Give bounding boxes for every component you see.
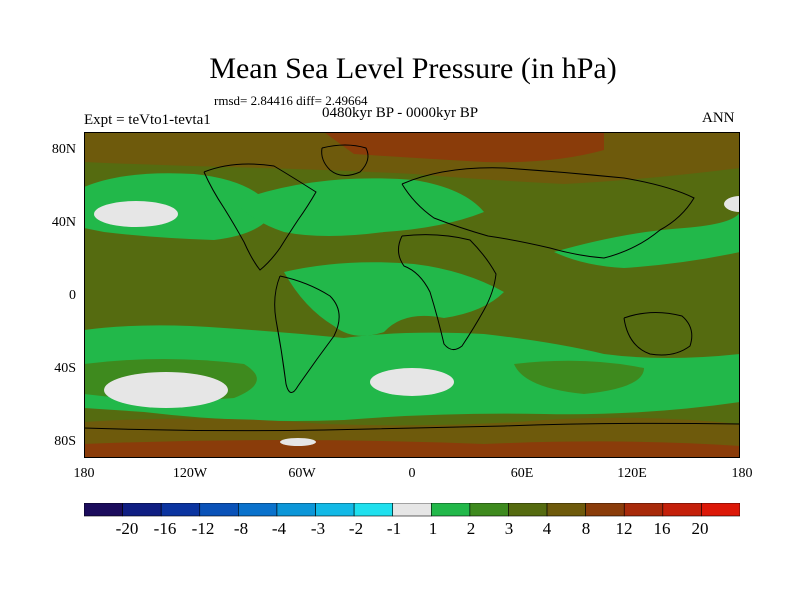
colorbar-label-5: -4	[271, 519, 287, 538]
colorbar-label-10: 2	[466, 519, 476, 538]
colorbar-label-11: 3	[504, 519, 514, 538]
colorbar-label-1: -20	[115, 519, 139, 538]
lat-tick-80s: 80S	[54, 434, 76, 449]
south-pacific-near-zero-patch	[104, 372, 228, 408]
colorbar-swatch-15	[623, 503, 664, 517]
indian-ocean-darkgreen-region	[514, 360, 644, 394]
colorbar-swatch-8	[353, 503, 394, 517]
colorbar-swatch-9	[392, 503, 432, 517]
colorbar-swatch-10	[430, 503, 471, 517]
rmsd-diff-stats: rmsd= 2.84416 diff= 2.49664	[214, 93, 368, 108]
colorbar-swatch-12	[508, 503, 548, 517]
colorbar-swatch-14	[585, 503, 625, 517]
colorbar-label-16: 20	[691, 519, 709, 538]
lon-tick-120e: 120E	[617, 466, 647, 481]
colorbar	[84, 503, 740, 517]
season-label: ANN	[702, 110, 735, 126]
lat-tick-40n: 40N	[51, 215, 76, 230]
antarctica-coast	[84, 422, 740, 432]
colorbar-swatch-4	[199, 503, 239, 517]
far-east-pacific-near-zero-patch	[724, 196, 740, 212]
colorbar-swatch-6	[276, 503, 316, 517]
lon-tick-180-west: 180	[73, 466, 95, 481]
antarctic-near-zero-patch	[280, 438, 316, 446]
africa-coast	[398, 234, 497, 350]
colorbar-label-15: 16	[653, 519, 671, 538]
colorbar-label-3: -12	[191, 519, 215, 538]
colorbar-swatch-5	[238, 503, 278, 517]
north-pacific-near-zero-patch	[94, 201, 178, 227]
arctic-core-region	[324, 132, 604, 163]
australia-coast	[623, 312, 693, 356]
colorbar-label-13: 8	[581, 519, 591, 538]
lon-tick-60e: 60E	[510, 466, 534, 481]
south-atlantic-near-zero-patch	[370, 368, 454, 396]
colorbar-swatch-11	[469, 503, 509, 517]
colorbar-swatch-13	[546, 503, 586, 517]
lon-tick-0: 0	[408, 466, 416, 481]
colorbar-label-2: -16	[153, 519, 177, 538]
colorbar-swatch-16	[662, 503, 702, 517]
colorbar-label-9: 1	[428, 519, 438, 538]
lon-tick-180-east: 180	[731, 466, 753, 481]
lon-tick-60w: 60W	[288, 466, 316, 481]
chart-title: Mean Sea Level Pressure (in hPa)	[209, 52, 617, 85]
time-period-label: 0480kyr BP - 0000kyr BP	[322, 105, 479, 121]
lon-tick-120w: 120W	[172, 466, 208, 481]
lat-tick-0: 0	[69, 288, 76, 303]
antarctic-red-band	[84, 440, 740, 458]
colorbar-swatch-7	[315, 503, 355, 517]
colorbar-swatch-3	[160, 503, 201, 517]
experiment-label: Expt = teVto1-tevta1	[84, 112, 211, 128]
colorbar-label-14: 12	[615, 519, 633, 538]
south-america-coast	[274, 275, 340, 393]
map-frame	[84, 132, 740, 458]
eurasia-coast	[401, 167, 695, 259]
colorbar-label-7: -2	[348, 519, 364, 538]
colorbar-label-4: -8	[233, 519, 249, 538]
colorbar-swatch-2	[122, 503, 162, 517]
colorbar-label-6: -3	[310, 519, 326, 538]
colorbar-label-8: -1	[386, 519, 402, 538]
pressure-difference-map	[84, 132, 740, 458]
colorbar-swatch-17	[701, 503, 740, 517]
north-america-coast	[203, 163, 317, 271]
colorbar-label-12: 4	[542, 519, 552, 538]
greenland-coast	[321, 144, 369, 176]
coastlines	[84, 144, 740, 432]
lat-tick-40s: 40S	[54, 361, 76, 376]
colorbar-swatch-1	[84, 503, 123, 517]
lat-tick-80n: 80N	[51, 142, 76, 157]
